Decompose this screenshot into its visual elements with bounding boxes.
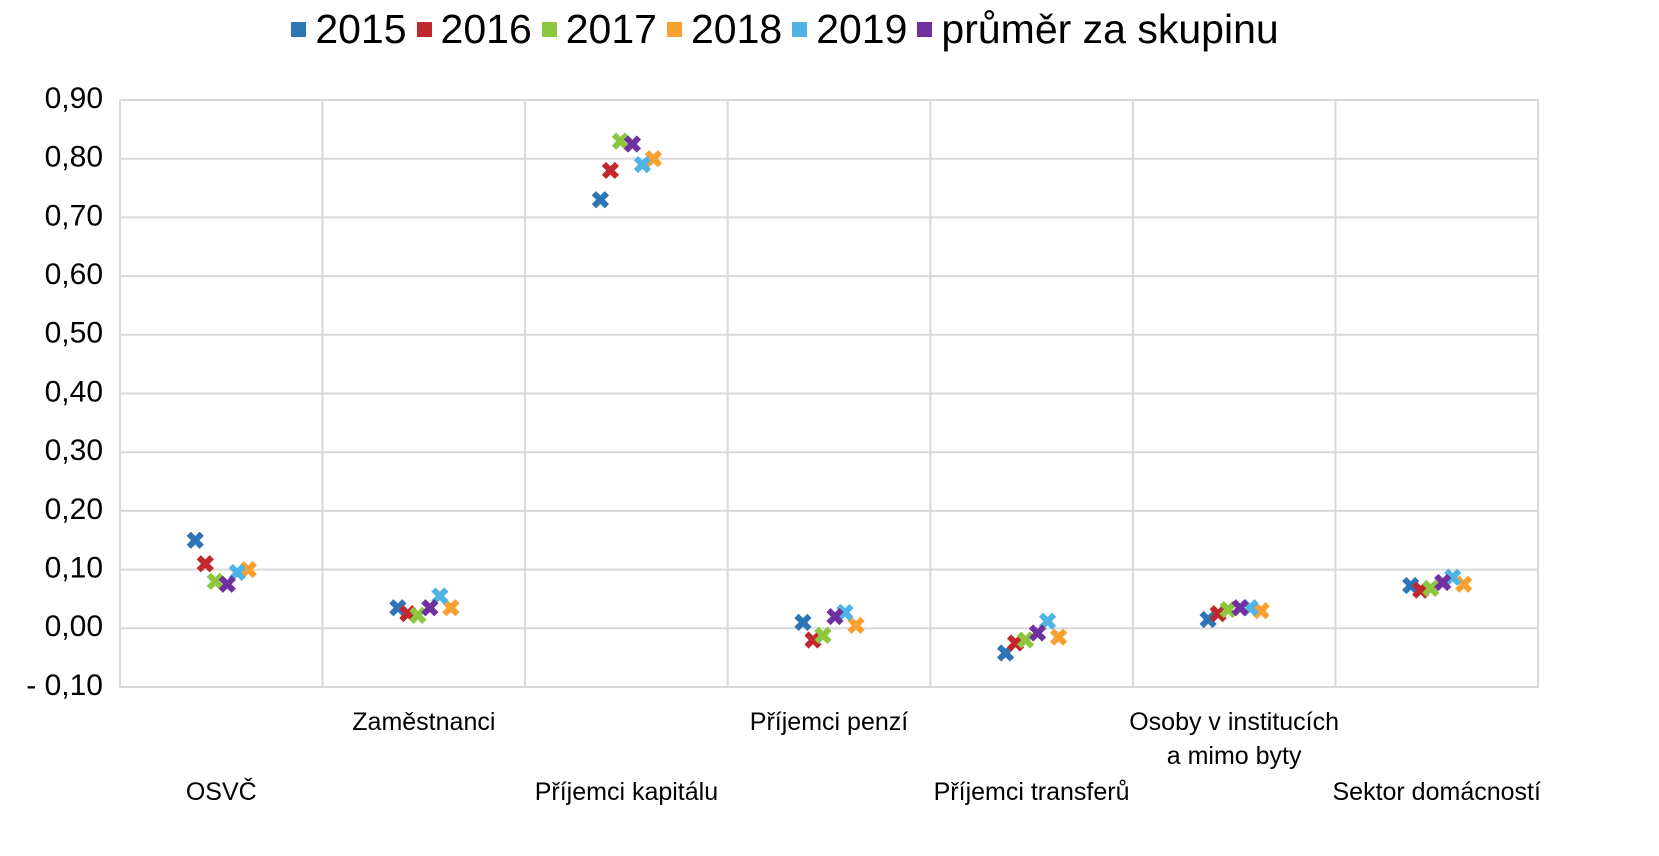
marker xyxy=(1038,612,1057,630)
x-tick-label: Zaměstnanci xyxy=(352,708,496,736)
y-tick-label: 0,50 xyxy=(45,317,103,350)
marker xyxy=(1434,573,1452,592)
marker xyxy=(794,613,812,632)
y-tick-label: 0,90 xyxy=(45,82,103,115)
legend-item: 2019 xyxy=(792,6,907,53)
marker xyxy=(1016,631,1035,649)
marker xyxy=(228,563,246,582)
marker xyxy=(804,631,822,649)
marker xyxy=(1028,624,1047,642)
plot-border xyxy=(119,99,1539,688)
legend-label: 2017 xyxy=(565,6,657,52)
marker xyxy=(836,603,854,622)
y-tick-label: 0,10 xyxy=(45,552,103,585)
x-tick-label: OSVČ xyxy=(185,778,257,806)
y-tick-label: 0,80 xyxy=(45,141,103,174)
legend-item: průměr za skupinu xyxy=(917,6,1279,53)
legend-swatch xyxy=(416,22,432,37)
marker xyxy=(196,555,214,573)
marker xyxy=(1209,605,1227,623)
legend-label: 2019 xyxy=(816,6,908,52)
marker xyxy=(431,587,449,605)
marker xyxy=(623,135,642,153)
legend-item: 2016 xyxy=(416,6,532,53)
marker xyxy=(814,626,832,644)
legend: 2015 2016 2017 2018 2019 průměr za skupinu xyxy=(0,6,1570,53)
marker xyxy=(409,606,427,625)
marker xyxy=(611,132,630,150)
x-tick-label: Sektor domácností xyxy=(1332,778,1541,806)
y-tick-label: 0,60 xyxy=(45,258,103,291)
marker xyxy=(239,560,257,579)
legend-label: 2018 xyxy=(690,6,783,52)
y-tick-label: 0,40 xyxy=(45,375,103,408)
marker xyxy=(601,161,620,180)
x-tick-label: Příjemci transferů xyxy=(933,778,1130,806)
legend-item: 2017 xyxy=(541,6,657,53)
y-tick-label: 0,00 xyxy=(45,610,103,643)
legend-item: 2015 xyxy=(291,6,407,53)
marker xyxy=(1049,628,1068,646)
legend-label: 2016 xyxy=(440,6,532,52)
legend-swatch xyxy=(666,22,682,37)
marker xyxy=(826,607,844,626)
x-tick-label: Příjemci penzí xyxy=(749,708,909,736)
marker xyxy=(442,599,460,617)
marker xyxy=(218,575,236,593)
marker xyxy=(633,155,652,174)
legend-swatch xyxy=(541,22,557,37)
marker xyxy=(1252,602,1270,620)
marker xyxy=(1402,576,1420,595)
legend-swatch xyxy=(291,22,307,37)
marker xyxy=(1422,579,1440,598)
legend-swatch xyxy=(917,22,933,37)
marker xyxy=(206,572,224,590)
y-tick-label: 0,70 xyxy=(45,199,103,232)
x-tick-label: Osoby v institucích a mimo byty xyxy=(1129,708,1340,770)
marker xyxy=(1444,568,1462,586)
marker xyxy=(186,531,204,549)
marker xyxy=(644,150,663,168)
marker xyxy=(591,191,610,209)
y-tick-label: 0,30 xyxy=(45,434,103,467)
legend-label: průměr za skupinu xyxy=(941,6,1279,52)
legend-swatch xyxy=(792,22,808,37)
marker xyxy=(1231,599,1249,617)
y-tick-label: 0,20 xyxy=(45,493,103,526)
x-tick-label: Příjemci kapitálu xyxy=(534,778,719,806)
legend-item: 2018 xyxy=(666,6,783,53)
marker xyxy=(847,616,865,634)
marker xyxy=(1219,600,1237,619)
y-tick-label: - 0,10 xyxy=(26,669,103,702)
legend-label: 2015 xyxy=(315,6,407,52)
marker xyxy=(421,599,439,617)
